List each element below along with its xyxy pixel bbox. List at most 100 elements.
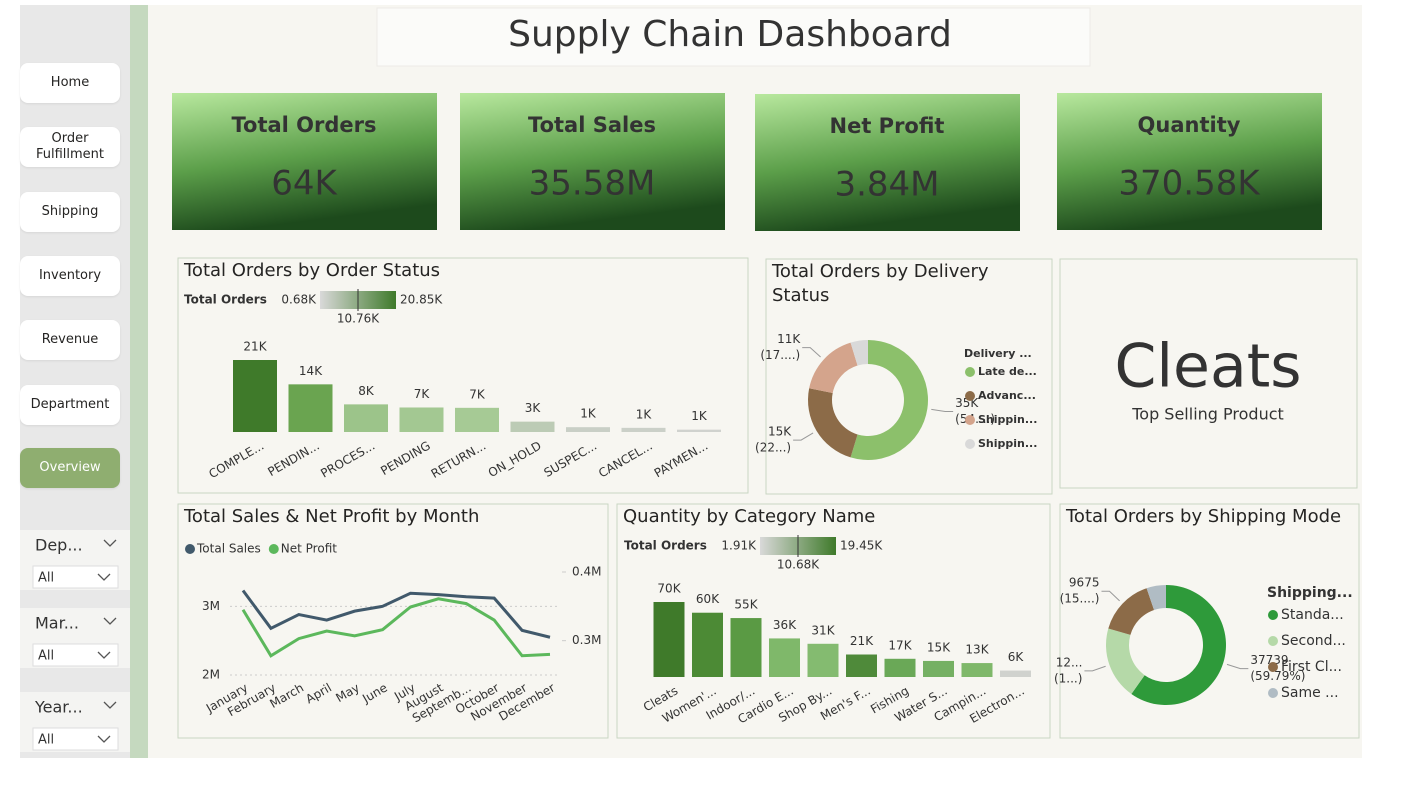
y2-tick-label: 0.4M — [572, 565, 601, 579]
y2-tick-label: 0.3M — [572, 633, 601, 647]
legend-swatch — [1268, 662, 1278, 672]
data-label: 6K — [1008, 650, 1025, 664]
bar — [455, 407, 499, 432]
data-label-pct: (54....) — [955, 412, 995, 426]
bar — [1000, 670, 1031, 677]
bar — [846, 654, 877, 677]
nav-button[interactable]: Shipping — [20, 192, 120, 232]
data-label: 60K — [696, 592, 720, 606]
legend-mid: 10.68K — [777, 558, 820, 572]
legend-min: 0.68K — [281, 293, 317, 307]
data-label: 36K — [773, 618, 797, 632]
data-label: 31K — [811, 623, 835, 637]
panel — [1059, 258, 1358, 489]
legend-title: Delivery ... — [964, 347, 1032, 360]
bar — [399, 407, 444, 432]
filter-dropdown[interactable] — [32, 727, 119, 751]
filter-chevron — [103, 539, 117, 547]
legend-label: Shippin... — [978, 437, 1037, 450]
legend-max: 19.45K — [840, 539, 883, 553]
kpi-card — [755, 94, 1020, 231]
line-series — [241, 589, 551, 639]
kpi-value: 64K — [271, 164, 338, 204]
data-label-pct: (1...) — [1054, 671, 1082, 685]
filter-chevron — [103, 701, 117, 709]
donut-slice — [1131, 584, 1227, 705]
filter-chevron — [97, 735, 111, 743]
legend-swatch — [1268, 610, 1278, 620]
filter-dropdown[interactable] — [32, 565, 119, 589]
legend-swatch — [185, 544, 195, 554]
filter-label: Mar... — [35, 614, 79, 633]
kpi-card — [460, 93, 725, 230]
panel-title: Total Orders by Shipping Mode — [1066, 506, 1342, 527]
nav-button[interactable]: Inventory — [20, 256, 120, 296]
nav-button[interactable]: Order Fulfillment — [20, 127, 120, 167]
data-label: 55K — [734, 598, 758, 612]
donut-slice — [809, 342, 858, 393]
data-label: 37739 — [1250, 653, 1288, 667]
data-label: 13K — [965, 643, 989, 657]
y-tick-label: 3M — [202, 599, 220, 613]
bar — [677, 429, 721, 432]
data-label: 1K — [691, 409, 708, 423]
donut-slice — [808, 388, 858, 458]
data-label: 7K — [469, 387, 486, 401]
legend-swatch — [1268, 636, 1278, 646]
top-product-label: Top Selling Product — [1131, 405, 1284, 424]
kpi-value: 3.84M — [834, 165, 939, 205]
nav-button[interactable]: Revenue — [20, 320, 120, 360]
data-label: 17K — [888, 638, 912, 652]
legend-min: 1.91K — [721, 539, 757, 553]
nav-button[interactable]: Overview — [20, 448, 120, 488]
data-label-pct: (15....) — [1060, 592, 1100, 606]
kpi-label: Total Orders — [231, 113, 376, 137]
donut-slice — [1146, 585, 1166, 610]
data-label: 1K — [580, 407, 597, 421]
bar — [288, 384, 333, 432]
kpi-value: 370.58K — [1118, 164, 1261, 204]
kpi-card — [172, 93, 437, 230]
legend-swatch — [965, 367, 975, 377]
kpi-label: Quantity — [1138, 113, 1241, 137]
data-label: 3K — [525, 401, 542, 415]
bar — [344, 404, 388, 432]
leader-line — [793, 432, 814, 441]
kpi-label: Net Profit — [830, 114, 945, 138]
bar — [923, 660, 954, 677]
y-tick-label: 2M — [202, 668, 220, 682]
legend-label: Total Sales — [196, 542, 261, 556]
filter-dropdown[interactable] — [32, 643, 119, 667]
bar — [692, 612, 723, 677]
legend-swatch — [965, 415, 975, 425]
leader-line — [1226, 663, 1249, 670]
legend-title: Shipping... — [1267, 585, 1353, 601]
bar — [621, 427, 666, 432]
legend-label: Shippin... — [978, 413, 1037, 426]
legend-max: 20.85K — [400, 293, 443, 307]
donut-slice — [1106, 628, 1145, 695]
bar — [730, 618, 762, 677]
nav-button[interactable]: Department — [20, 385, 120, 425]
filter-chevron — [103, 617, 117, 625]
sidebar-strip — [130, 5, 148, 758]
title-box — [376, 7, 1091, 67]
legend-swatch — [965, 439, 975, 449]
data-label: 14K — [299, 364, 323, 378]
kpi-value: 35.58M — [529, 164, 656, 204]
data-label: 11K — [777, 332, 801, 346]
data-label-pct: (17....) — [760, 348, 800, 362]
bar — [510, 421, 555, 432]
filter-value: All — [38, 733, 54, 748]
legend-swatch — [965, 391, 975, 401]
data-label: 70K — [657, 582, 681, 596]
nav-button[interactable]: Home — [20, 63, 120, 103]
legend-title: Total Orders — [624, 539, 707, 553]
dashboard-title: Supply Chain Dashboard — [508, 14, 952, 55]
legend-mid: 10.76K — [337, 312, 380, 326]
legend-swatch — [1268, 688, 1278, 698]
filter-value: All — [38, 649, 54, 664]
filter-value: All — [38, 571, 54, 586]
donut-slice — [850, 340, 868, 366]
panel-title: Total Orders by Delivery Status — [772, 261, 989, 306]
